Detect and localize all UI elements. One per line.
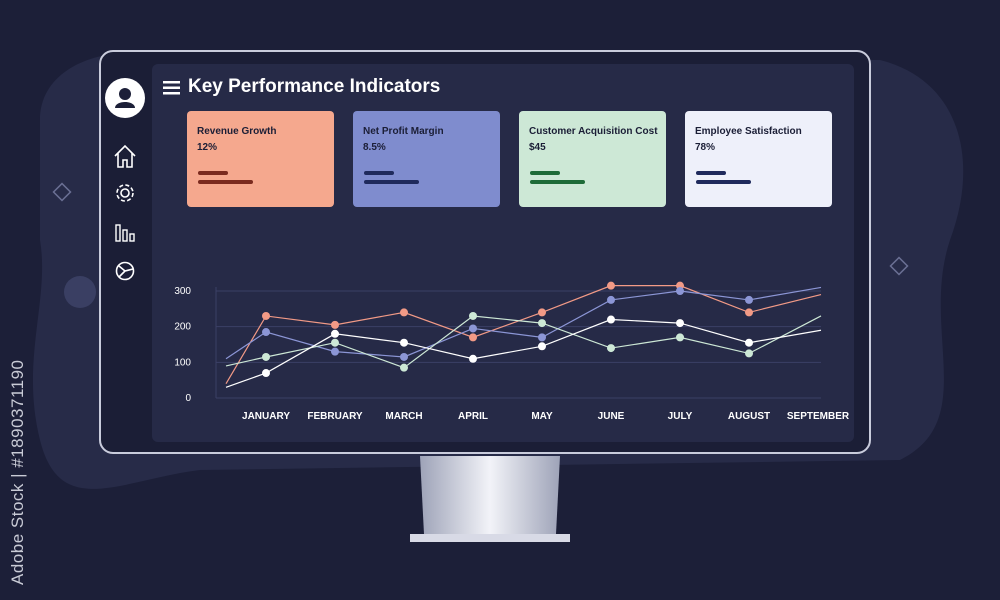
data-point[interactable] (538, 308, 546, 317)
kpi-decor-bar (530, 171, 560, 175)
data-point[interactable] (331, 347, 339, 356)
data-point[interactable] (538, 319, 546, 328)
kpi-decor-bar (198, 180, 253, 184)
x-tick-label: JUNE (598, 411, 625, 422)
data-point[interactable] (262, 328, 270, 337)
kpi-decor-bar (696, 180, 751, 184)
kpi-decor-bar (530, 180, 585, 184)
data-point[interactable] (331, 329, 339, 338)
data-point[interactable] (469, 354, 477, 363)
avatar-user-icon (115, 88, 135, 108)
x-tick-label: AUGUST (728, 411, 770, 422)
x-tick-label: SEPTEMBER (787, 411, 850, 422)
kpi-decor-bar (364, 180, 419, 184)
kpi-card-net-profit-margin[interactable]: Net Profit Margin 8.5% (353, 111, 500, 207)
kpi-value: 8.5% (363, 142, 386, 153)
data-point[interactable] (745, 295, 753, 304)
data-point[interactable] (745, 308, 753, 317)
kpi-decor-bar (364, 171, 394, 175)
kpi-card-customer-acquisition-cost[interactable]: Customer Acquisition Cost $45 (519, 111, 666, 207)
x-tick-label: APRIL (458, 411, 488, 422)
kpi-title: Employee Satisfaction (695, 126, 802, 137)
y-tick-label: 200 (174, 322, 191, 333)
data-point[interactable] (262, 352, 270, 361)
data-point[interactable] (607, 281, 615, 290)
data-point[interactable] (331, 338, 339, 347)
data-point[interactable] (538, 333, 546, 342)
kpi-title: Net Profit Margin (363, 126, 444, 137)
kpi-value: 78% (695, 142, 716, 153)
y-tick-label: 100 (174, 357, 191, 368)
home-icon[interactable] (112, 143, 138, 169)
data-point[interactable] (400, 338, 408, 347)
x-tick-label: JULY (668, 411, 693, 422)
data-point[interactable] (262, 369, 270, 378)
data-point[interactable] (400, 352, 408, 361)
data-point[interactable] (538, 342, 546, 351)
y-tick-label: 0 (185, 393, 191, 404)
x-tick-label: MAY (531, 411, 553, 422)
user-avatar[interactable] (105, 78, 145, 118)
data-point[interactable] (469, 333, 477, 342)
page-title: Key Performance Indicators (188, 76, 441, 97)
series-line (225, 315, 822, 369)
series-line (225, 286, 822, 360)
kpi-value: 12% (197, 142, 218, 153)
gear-icon[interactable] (112, 180, 138, 206)
y-tick-label: 300 (174, 286, 191, 297)
data-point[interactable] (676, 333, 684, 342)
kpi-value: $45 (529, 142, 546, 153)
x-tick-label: MARCH (385, 411, 422, 422)
data-point[interactable] (469, 311, 477, 320)
data-point[interactable] (331, 320, 339, 329)
data-point[interactable] (400, 363, 408, 372)
data-point[interactable] (607, 295, 615, 304)
kpi-decor-bar (198, 171, 228, 175)
kpi-card-employee-satisfaction[interactable]: Employee Satisfaction 78% (685, 111, 832, 207)
kpi-title: Revenue Growth (197, 126, 277, 137)
data-point[interactable] (400, 308, 408, 317)
data-point[interactable] (676, 287, 684, 295)
x-tick-label: JANUARY (242, 411, 290, 422)
data-point[interactable] (262, 311, 270, 320)
kpi-title: Customer Acquisition Cost (529, 126, 658, 137)
pie-chart-icon[interactable] (112, 258, 138, 284)
hamburger-menu-icon[interactable] (163, 80, 181, 96)
data-point[interactable] (676, 319, 684, 328)
bar-chart-icon[interactable] (112, 219, 138, 245)
data-point[interactable] (607, 315, 615, 324)
data-point[interactable] (745, 338, 753, 347)
monitor-stand (410, 456, 570, 542)
series-line (225, 318, 822, 388)
data-point[interactable] (607, 344, 615, 353)
x-tick-label: FEBRUARY (307, 411, 363, 422)
data-point[interactable] (469, 324, 477, 333)
kpi-card-revenue-growth[interactable]: Revenue Growth 12% (187, 111, 334, 207)
data-point[interactable] (745, 349, 753, 358)
kpi-decor-bar (696, 171, 726, 175)
series-line (225, 285, 822, 385)
